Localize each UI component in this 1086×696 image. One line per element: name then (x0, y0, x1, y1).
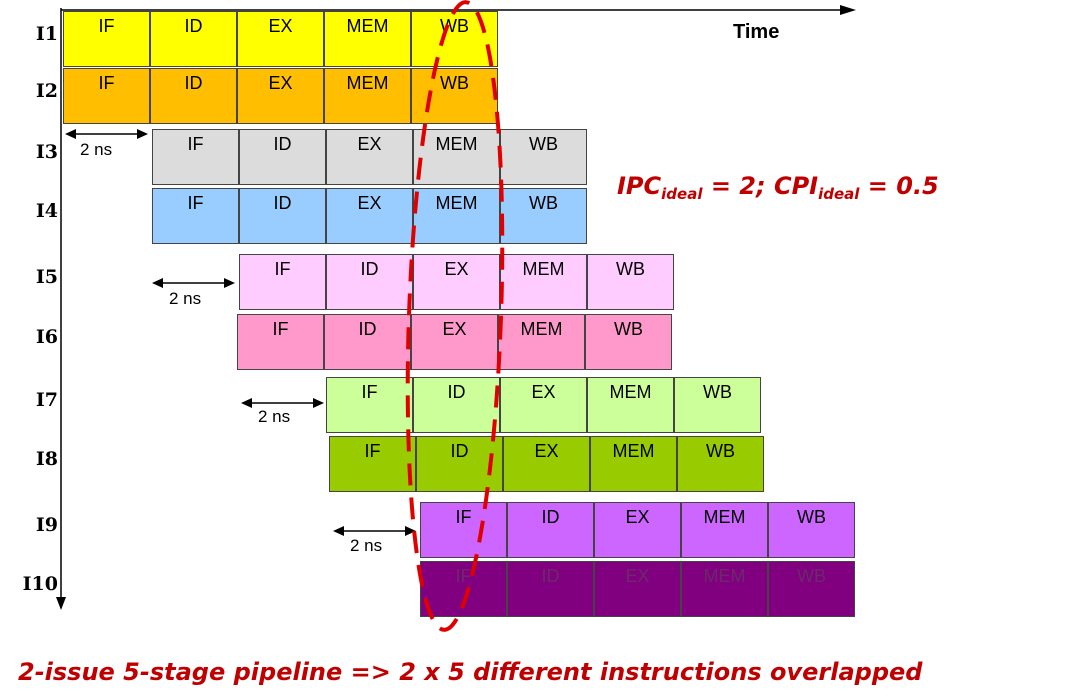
latency-label: 2 ns (169, 289, 202, 308)
stage-id: ID (507, 502, 594, 558)
stage-wb: WB (585, 314, 672, 370)
stage-wb: WB (500, 129, 587, 185)
time-label: Time (733, 21, 780, 43)
stage-if: IF (420, 561, 507, 617)
ipc-symbol: IPC (617, 172, 662, 200)
stage-if: IF (63, 68, 150, 124)
stage-mem: MEM (413, 188, 500, 244)
instruction-label: I6 (35, 326, 58, 348)
instruction-label: I9 (35, 514, 58, 536)
stage-ex: EX (326, 188, 413, 244)
latency-label: 2 ns (258, 407, 291, 426)
latency-label: 2 ns (350, 536, 383, 555)
stage-wb: WB (674, 377, 761, 433)
stage-id: ID (507, 561, 594, 617)
stage-if: IF (420, 502, 507, 558)
stage-wb: WB (677, 436, 764, 492)
stage-ex: EX (237, 11, 324, 67)
stage-if: IF (63, 11, 150, 67)
ipc-value: = 2; (702, 172, 774, 200)
stage-wb: WB (411, 11, 498, 67)
latency-label: 2 ns (80, 140, 113, 159)
ipc-subscript: ideal (661, 185, 703, 203)
stage-mem: MEM (681, 502, 768, 558)
instruction-label: I3 (35, 141, 58, 163)
stage-if: IF (152, 188, 239, 244)
latency-arrow (65, 129, 148, 139)
stage-ex: EX (413, 254, 500, 310)
stage-id: ID (239, 129, 326, 185)
stage-mem: MEM (324, 11, 411, 67)
stage-ex: EX (237, 68, 324, 124)
stage-mem: MEM (500, 254, 587, 310)
cpi-subscript: ideal (818, 185, 860, 203)
stage-id: ID (324, 314, 411, 370)
stage-mem: MEM (587, 377, 674, 433)
stage-if: IF (239, 254, 326, 310)
stage-id: ID (239, 188, 326, 244)
stage-mem: MEM (324, 68, 411, 124)
cpi-value: = 0.5 (859, 172, 939, 200)
stage-mem: MEM (413, 129, 500, 185)
stage-wb: WB (411, 68, 498, 124)
stage-id: ID (326, 254, 413, 310)
ipc-cpi-formula: IPCideal = 2; CPIideal = 0.5 (617, 172, 939, 203)
stage-if: IF (152, 129, 239, 185)
stage-ex: EX (594, 502, 681, 558)
stage-if: IF (329, 436, 416, 492)
stage-wb: WB (587, 254, 674, 310)
stage-wb: WB (768, 561, 855, 617)
cpi-symbol: CPI (773, 172, 819, 200)
time-axis-arrowhead (840, 5, 856, 15)
stage-ex: EX (411, 314, 498, 370)
instruction-label: I2 (35, 80, 58, 102)
stage-ex: EX (594, 561, 681, 617)
stage-ex: EX (503, 436, 590, 492)
instruction-label: I10 (22, 573, 58, 595)
instruction-label: I7 (35, 389, 58, 411)
vertical-axis-arrowhead (56, 597, 66, 610)
latency-arrow (333, 526, 416, 536)
stage-mem: MEM (681, 561, 768, 617)
latency-arrow (152, 278, 235, 288)
instruction-label: I4 (35, 200, 58, 222)
stage-id: ID (150, 68, 237, 124)
stage-if: IF (237, 314, 324, 370)
stage-id: ID (413, 377, 500, 433)
stage-ex: EX (500, 377, 587, 433)
instruction-label: I1 (35, 23, 58, 45)
caption: 2-issue 5-stage pipeline => 2 x 5 differ… (18, 658, 923, 686)
stage-id: ID (416, 436, 503, 492)
instruction-label: I5 (35, 266, 58, 288)
stage-id: ID (150, 11, 237, 67)
stage-mem: MEM (590, 436, 677, 492)
instruction-label: I8 (35, 448, 58, 470)
stage-mem: MEM (498, 314, 585, 370)
stage-wb: WB (500, 188, 587, 244)
stage-ex: EX (326, 129, 413, 185)
stage-wb: WB (768, 502, 855, 558)
stage-if: IF (326, 377, 413, 433)
